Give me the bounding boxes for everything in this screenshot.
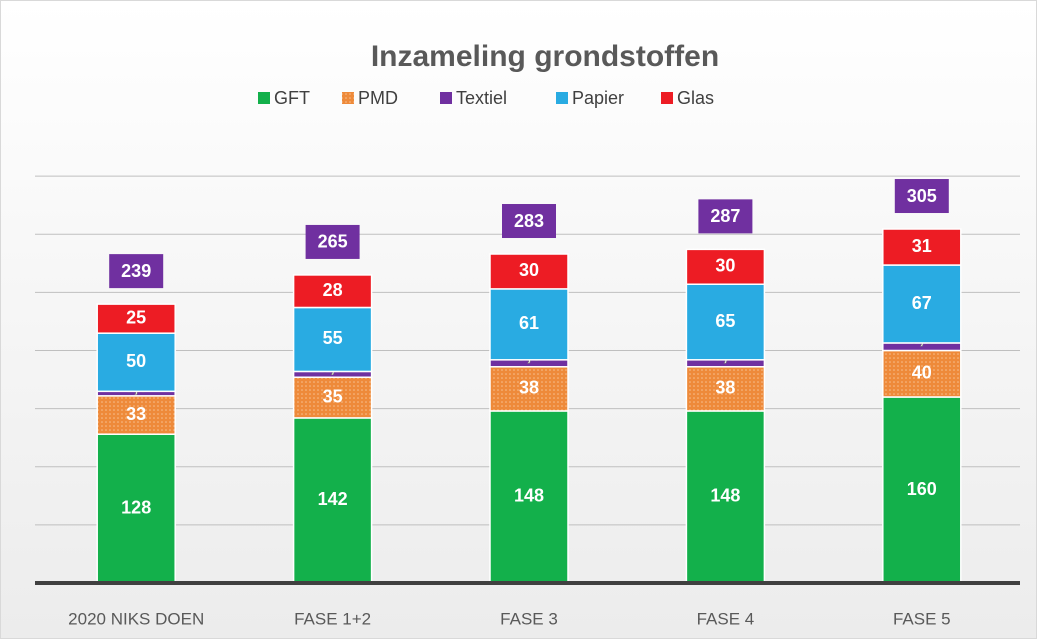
total-label: 287 [710, 206, 740, 226]
data-label: 38 [519, 378, 539, 398]
data-label: 55 [323, 328, 343, 348]
legend-swatch [440, 92, 452, 104]
bar-segment [96, 433, 176, 584]
data-label: 40 [912, 363, 932, 383]
total-label: 265 [318, 232, 348, 252]
legend-label: GFT [274, 88, 310, 108]
bar-segment [685, 283, 766, 361]
total-box [502, 204, 556, 239]
legend-swatch [258, 92, 270, 104]
total-box [894, 179, 949, 214]
x-tick-label: 2020 NIKS DOEN [68, 609, 204, 628]
data-label: 142 [318, 489, 348, 509]
total-box [305, 224, 360, 259]
data-label: 128 [121, 497, 151, 517]
legend-label: Glas [677, 88, 714, 108]
legend-label: Textiel [456, 88, 507, 108]
bar-segment [489, 253, 569, 290]
legend-swatch [342, 92, 354, 104]
x-tick-label: FASE 1+2 [294, 609, 371, 628]
legend-label: Papier [572, 88, 624, 108]
bar-segment [685, 410, 766, 584]
total-label: 239 [121, 261, 151, 281]
legend-swatch [556, 92, 568, 104]
data-label: 148 [514, 486, 544, 506]
data-label: 50 [126, 351, 146, 371]
bar-segment [96, 303, 176, 334]
bar-segment [882, 396, 962, 584]
data-label: 160 [907, 479, 937, 499]
bar-segment [882, 264, 962, 344]
data-label: 31 [912, 236, 932, 256]
data-label: 28 [323, 280, 343, 300]
data-label: 30 [519, 260, 539, 280]
data-label: 148 [710, 486, 740, 506]
data-label: 30 [715, 256, 735, 276]
bar-segment [685, 248, 766, 285]
total-label: 305 [907, 186, 937, 206]
data-label: 38 [715, 378, 735, 398]
bar-segment [489, 288, 569, 361]
bar-segment [96, 332, 176, 393]
x-tick-label: FASE 3 [500, 609, 558, 628]
data-label: 67 [912, 293, 932, 313]
total-label: 283 [514, 211, 544, 231]
legend-swatch [661, 92, 673, 104]
bar-segment [882, 349, 962, 398]
data-label: 65 [715, 311, 735, 331]
chart-title: Inzameling grondstoffen [371, 40, 719, 73]
total-box [698, 199, 753, 234]
legend-label: PMD [358, 88, 398, 108]
data-label: 25 [126, 307, 146, 327]
bar-segment [96, 395, 176, 435]
bar-segment [292, 306, 373, 373]
x-tick-label: FASE 5 [893, 609, 951, 628]
bar-segment [685, 366, 766, 412]
data-label: 61 [519, 313, 539, 333]
x-tick-label: FASE 4 [697, 609, 755, 628]
data-label: 33 [126, 404, 146, 424]
bar-segment [489, 410, 569, 584]
bar-segment [882, 228, 962, 266]
bar-segment [292, 417, 373, 584]
total-box [109, 254, 164, 289]
bar-segment [292, 274, 373, 309]
data-label: 35 [323, 386, 343, 406]
